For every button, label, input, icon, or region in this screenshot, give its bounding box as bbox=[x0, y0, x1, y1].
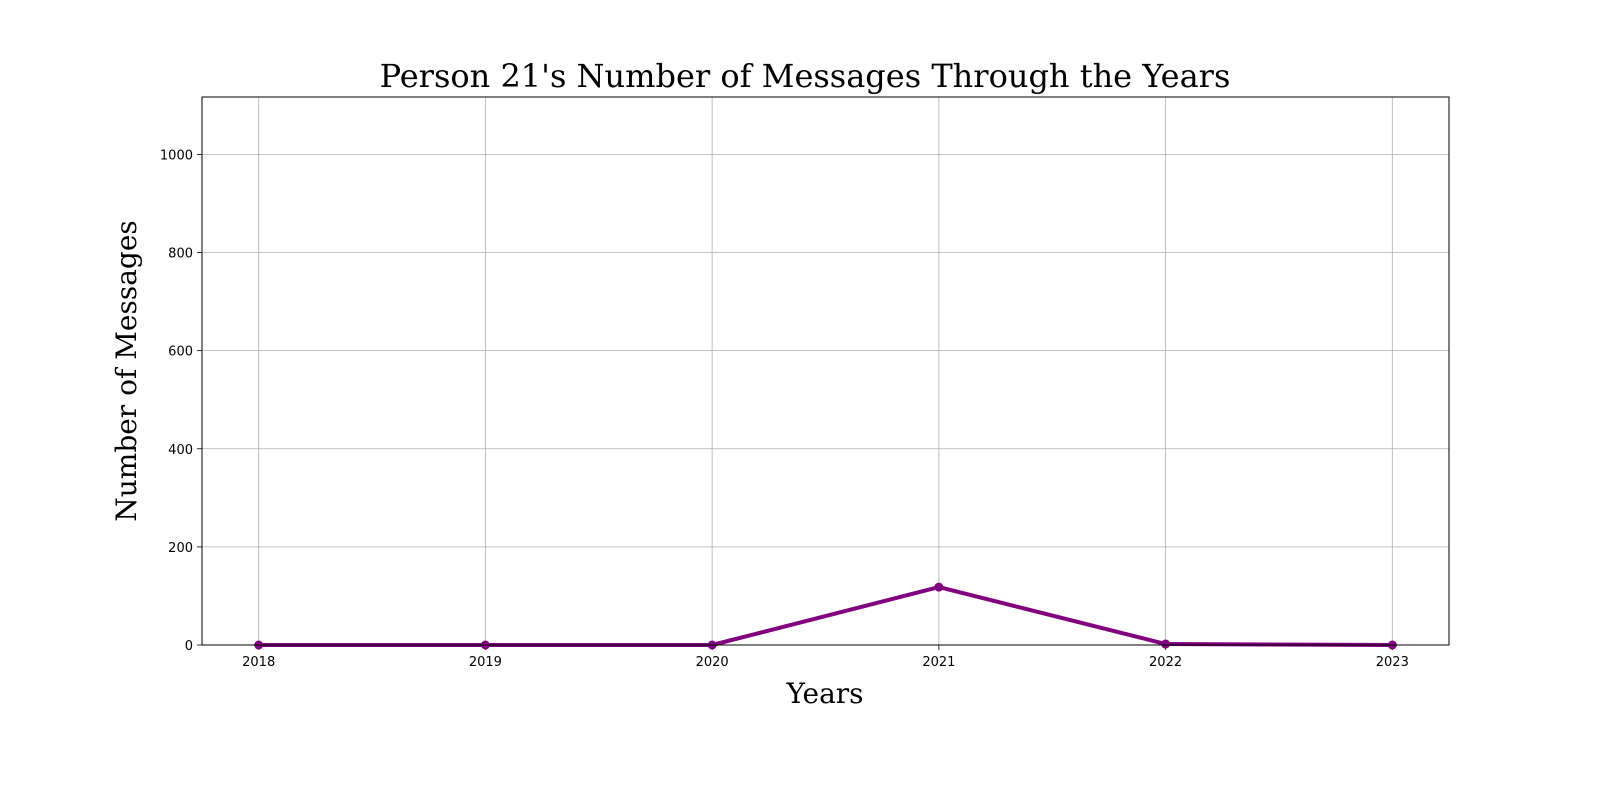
y-tick-label: 400 bbox=[168, 443, 193, 458]
x-tick-label: 2022 bbox=[1149, 655, 1182, 670]
y-tick-label: 800 bbox=[168, 247, 193, 262]
axis-ticks: 2018 2019 2020 2021 2022 2023 0 200 400 600 800 100… bbox=[160, 148, 1409, 670]
y-axis-label: Number of Messages bbox=[110, 220, 143, 522]
y-tick-label: 600 bbox=[168, 345, 193, 360]
data-point bbox=[934, 582, 944, 592]
grid bbox=[202, 97, 1449, 646]
y-tick-label: 0 bbox=[185, 639, 193, 654]
x-tick-label: 2018 bbox=[242, 655, 275, 670]
series-line bbox=[256, 585, 1395, 647]
chart-title: Person 21's Number of Messages Through t… bbox=[380, 57, 1231, 95]
y-tick-label: 200 bbox=[168, 541, 193, 556]
x-tick-label: 2021 bbox=[922, 655, 955, 670]
plot-frame bbox=[201, 96, 1450, 646]
x-tick-label: 2023 bbox=[1376, 655, 1409, 670]
series bbox=[254, 582, 1397, 650]
x-axis-label: Years bbox=[785, 677, 863, 710]
x-tick-label: 2020 bbox=[696, 655, 729, 670]
y-tick-label: 1000 bbox=[160, 148, 193, 163]
data-point bbox=[1161, 639, 1171, 649]
x-tick-label: 2019 bbox=[469, 655, 502, 670]
